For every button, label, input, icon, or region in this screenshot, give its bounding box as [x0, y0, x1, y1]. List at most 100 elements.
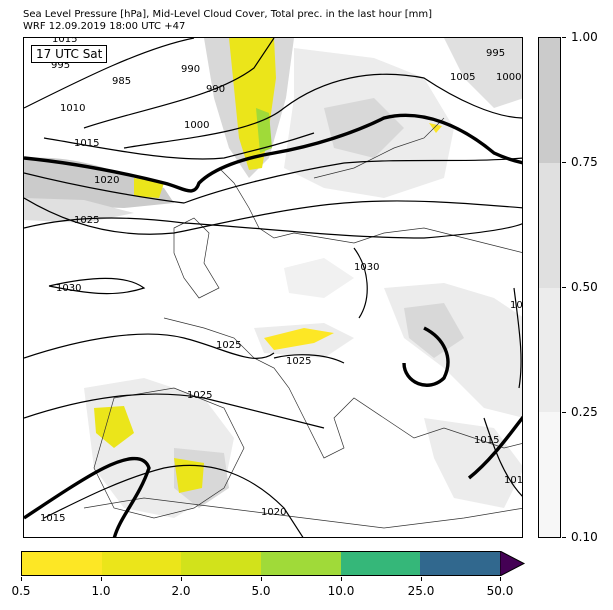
precip-band [340, 552, 421, 575]
coastline [83, 497, 522, 529]
precip-band [101, 552, 182, 575]
isobar-line [483, 417, 522, 497]
cloud-band [539, 162, 560, 288]
cloud-cover-colorbar [538, 37, 561, 538]
isobar-line [43, 132, 315, 160]
isobar-label: 1025 [216, 340, 241, 351]
coastline-layer [83, 117, 522, 529]
isobar-label: 1010 [504, 475, 523, 486]
isobar-label: 995 [51, 60, 70, 71]
precip-patch [174, 458, 204, 493]
precip-band [420, 552, 501, 575]
cloud-band [539, 38, 560, 163]
coastline [173, 217, 220, 299]
isobar-line [123, 73, 522, 149]
isobar-label: 1015 [474, 435, 499, 446]
cloud-tick-label: 1.00 [571, 30, 598, 44]
cloud-tick-label: 0.75 [571, 155, 598, 169]
isobar-label: 1020 [261, 507, 286, 518]
isobar-1015-thick [24, 456, 151, 537]
cloud-tick-label: 0.25 [571, 405, 598, 419]
cloud-patch [284, 258, 354, 298]
cloud-tick [562, 37, 566, 38]
isobar-line [513, 287, 522, 389]
isobar-label: 1025 [74, 215, 99, 226]
isobar-label: 1010 [60, 103, 85, 114]
coastline [163, 317, 522, 459]
isobar-label: 1030 [56, 283, 81, 294]
isobar-label: 1020 [94, 175, 119, 186]
precip-extend-triangle [500, 551, 526, 576]
isobar-label: 1015 [74, 138, 99, 149]
chart-header: Sea Level Pressure [hPa], Mid-Level Clou… [23, 9, 432, 33]
precip-tick [341, 577, 342, 581]
cloud-patch [404, 303, 464, 358]
isobar-label: 1015 [40, 513, 65, 524]
thick-isobar-layer [24, 113, 522, 537]
coastline [218, 167, 522, 253]
cloud-tick [562, 162, 566, 163]
isobar-line [48, 277, 146, 295]
precip-tick [421, 577, 422, 581]
cloud-band [539, 287, 560, 413]
isobar-label: 1000 [184, 120, 209, 131]
isobar-label: 1020 [510, 300, 523, 311]
isobar-label: 985 [112, 76, 131, 87]
cloud-patch [24, 198, 134, 223]
precip-patch [256, 108, 272, 153]
cloud-band [539, 412, 560, 537]
precip-tick-label: 2.0 [171, 584, 191, 598]
isobar-label: 1025 [187, 390, 212, 401]
isobar-label: 1000 [496, 72, 521, 83]
precip-tick-label: 0.5 [11, 584, 31, 598]
isobar-line [43, 464, 304, 537]
precipitation-layer [94, 38, 442, 493]
isobar-labels: 995 985 990 990 1000 1005 1000 995 1010 … [40, 38, 523, 524]
precip-tick-label: 5.0 [251, 584, 271, 598]
isobar-1015-thick [24, 113, 522, 193]
isobar-line [24, 333, 275, 359]
precip-patch [429, 123, 442, 133]
cloud-patch [424, 418, 522, 508]
isobar-label: 990 [206, 84, 225, 95]
cloud-patch [384, 283, 522, 418]
cloud-tick [562, 412, 566, 413]
header-run-info: WRF 12.09.2019 18:00 UTC +47 [23, 21, 186, 32]
isobar-line [24, 217, 522, 239]
precipitation-colorbar [21, 551, 501, 576]
coastline [93, 387, 245, 519]
precip-patch [94, 406, 134, 448]
precip-patch [264, 328, 334, 350]
precip-tick [500, 577, 501, 581]
coastline [313, 117, 445, 179]
isobar-layer [24, 38, 522, 537]
precip-tick [261, 577, 262, 581]
precip-tick [181, 577, 182, 581]
isobar-1015-thick [467, 415, 522, 480]
cloud-tick [562, 537, 566, 538]
precip-patch [134, 178, 164, 198]
cloud-patch [444, 38, 522, 108]
precip-tick-label: 1.0 [91, 584, 111, 598]
isobar-label: 1025 [286, 356, 311, 367]
forecast-map: 995 985 990 990 1000 1005 1000 995 1010 … [23, 37, 523, 538]
cloud-tick-label: 0.10 [571, 530, 598, 544]
precip-extend-arrow [500, 551, 526, 576]
isobar-line [24, 157, 522, 204]
cloud-tick [562, 287, 566, 288]
isobar-label: 1005 [450, 72, 475, 83]
header-title: Sea Level Pressure [hPa], Mid-Level Clou… [23, 9, 433, 20]
precip-tick-label: 50.0 [486, 584, 514, 598]
isobar-line [83, 38, 275, 129]
cloud-tick-label: 0.50 [571, 280, 598, 294]
isobar-line [353, 247, 368, 319]
isobar-line [24, 393, 325, 429]
precip-tick [101, 577, 102, 581]
isobar-label: 995 [486, 48, 505, 59]
isobar-label: 1015 [52, 38, 77, 45]
precip-tick-label: 25.0 [407, 584, 435, 598]
isobar-label: 1030 [354, 262, 379, 273]
isobar-line [24, 38, 195, 109]
precip-tick [21, 577, 22, 581]
precip-band [22, 552, 102, 575]
